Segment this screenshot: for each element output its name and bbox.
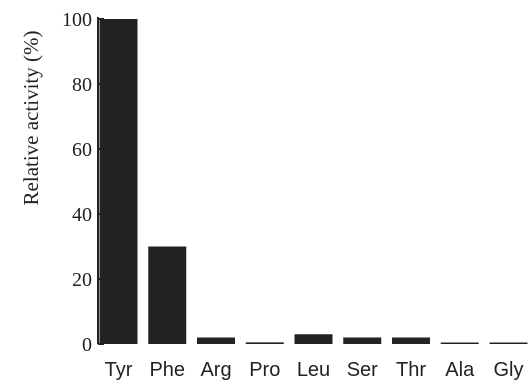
bar-thr [392, 337, 430, 344]
y-tick-label: 60 [72, 139, 92, 161]
y-tick-label: 40 [72, 204, 92, 226]
bars [99, 19, 528, 344]
x-tick-label-pro: Pro [249, 359, 280, 381]
x-tick-label-phe: Phe [149, 359, 185, 381]
bar-ser [343, 337, 382, 344]
bar-pro [245, 342, 284, 344]
x-tick-label-ser: Ser [347, 359, 378, 381]
y-tick-label: 0 [82, 334, 92, 356]
y-tick-label: 80 [72, 74, 92, 96]
x-tick-label-arg: Arg [200, 359, 231, 381]
y-tick-label: 20 [72, 269, 92, 291]
y-axis-title: Relative activity (%) [19, 31, 43, 206]
x-tick-label-tyr: Tyr [105, 359, 133, 381]
bar-tyr [99, 19, 138, 344]
x-tick-label-thr: Thr [396, 359, 426, 381]
bar-phe [148, 246, 187, 344]
x-tick-labels: Tyr Phe Arg Pro Leu Ser Thr Ala Gly [105, 359, 524, 381]
x-tick-label-ala: Ala [445, 359, 475, 381]
x-tick-label-leu: Leu [297, 359, 330, 381]
bar-ala [440, 342, 479, 344]
bar-arg [197, 337, 235, 344]
y-tick-label: 100 [62, 9, 92, 31]
x-tick-label-gly: Gly [494, 359, 524, 381]
bar-gly [489, 342, 528, 344]
bar-leu [294, 334, 333, 344]
